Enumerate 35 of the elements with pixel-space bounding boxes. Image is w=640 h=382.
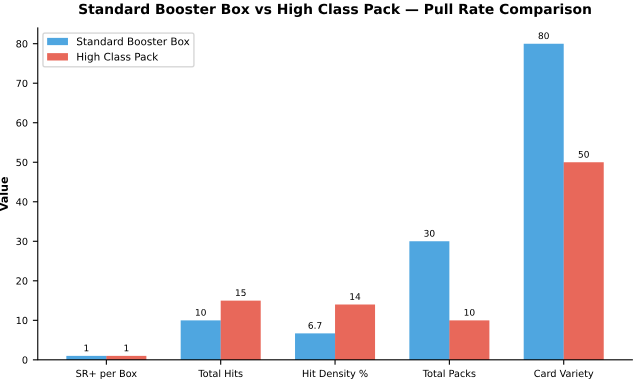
bar (295, 333, 336, 360)
x-tick-label: Total Packs (422, 370, 476, 378)
y-tick-label: 70 (16, 80, 28, 88)
y-tick-label: 10 (16, 316, 28, 324)
y-tick-label: 20 (16, 277, 28, 285)
y-tick-label: 80 (16, 40, 28, 48)
bar (409, 241, 450, 360)
y-tick-label: 0 (22, 356, 28, 364)
bar (220, 300, 261, 360)
data-label: 10 (196, 308, 206, 316)
legend-label: Standard Booster Box (76, 37, 190, 46)
chart-title: Standard Booster Box vs High Class Pack — Pull Rate Comparison (79, 3, 591, 17)
legend-label: High Class Pack (77, 52, 158, 63)
x-tick-label: Card Variety (534, 370, 594, 379)
bar (564, 162, 604, 360)
data-label: 30 (424, 230, 435, 237)
x-tick-label: Hit Density % (302, 370, 368, 379)
data-label: 6.7 (308, 322, 322, 329)
x-tick-label: Total Hits (198, 370, 243, 378)
bar (180, 320, 221, 360)
data-label: 80 (538, 32, 549, 40)
y-tick-label: 60 (16, 119, 28, 127)
data-label: 1 (124, 344, 128, 352)
data-label: 50 (578, 150, 589, 158)
bar (449, 320, 490, 360)
data-label: 14 (350, 293, 360, 300)
data-label: 15 (236, 289, 246, 296)
data-label: 1 (84, 344, 88, 352)
y-tick-label: 30 (16, 238, 28, 246)
bar (524, 44, 564, 360)
y-tick-label: 50 (16, 158, 28, 166)
x-tick-label: SR+ per Box (76, 370, 137, 379)
bar (335, 304, 376, 360)
data-label: 10 (464, 308, 475, 316)
y-tick-label: 40 (16, 198, 28, 206)
